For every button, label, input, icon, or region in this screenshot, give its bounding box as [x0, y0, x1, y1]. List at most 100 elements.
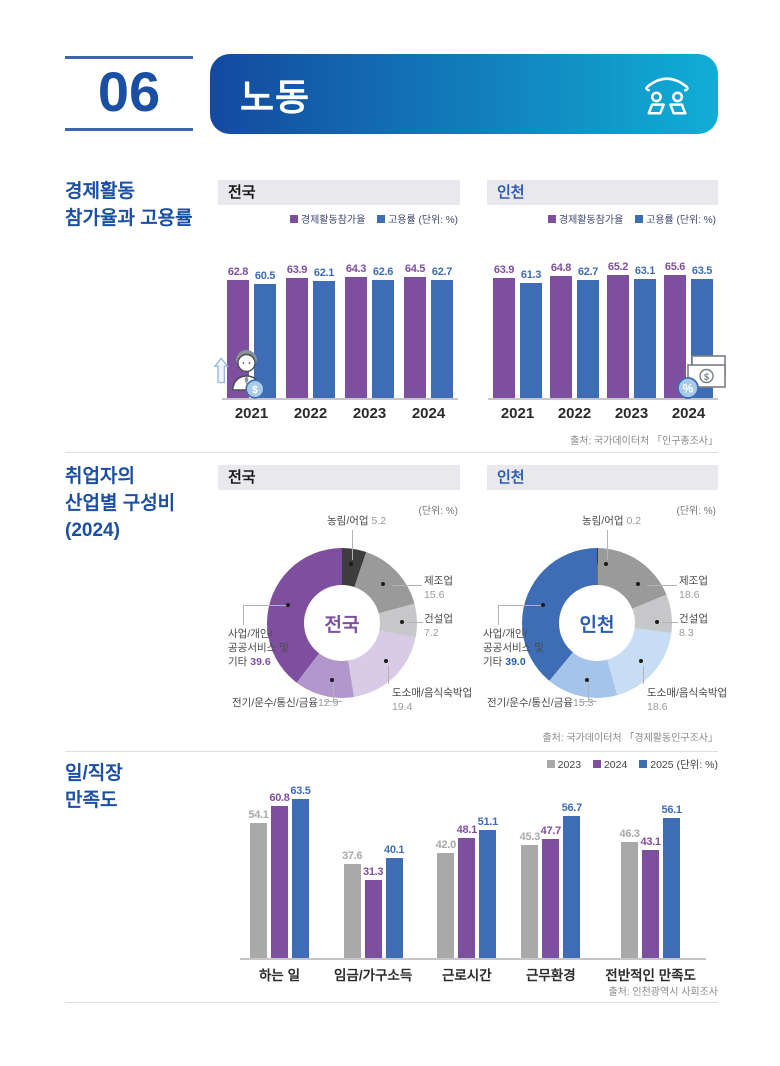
leader-line [407, 622, 423, 623]
label-dot [585, 678, 589, 682]
bar-group: 37.6 31.3 40.1 임금/가구소득 [334, 844, 412, 984]
bar-value-label: 48.1 [456, 823, 478, 836]
category-label: 2023 [614, 405, 649, 422]
x-axis-line [488, 398, 718, 400]
donut-label-retail: 도소매/음식숙박업 18.6 [647, 687, 728, 713]
money-percent-icon: $ % [677, 355, 726, 399]
category-label: 2021 [500, 405, 535, 422]
meeting-icon [645, 77, 689, 115]
chapter-banner: 노동 [210, 54, 718, 134]
bar-chart-national: 62.8 60.5 2021 63.9 62.1 2022 64.3 62.6 2023 64.5… [222, 258, 458, 422]
leader-line [643, 666, 644, 684]
legend-swatch-2023 [546, 760, 555, 769]
label-dot [541, 603, 545, 607]
legend-satisfaction: 2023 2024 2025 (단위: %) [438, 757, 718, 772]
label-dot [381, 582, 385, 586]
bar [607, 275, 629, 398]
donut-label-agriculture: 농림/어업 0.2 [582, 515, 642, 527]
label-dot [636, 582, 640, 586]
page-number-rule-top [65, 56, 193, 59]
bar-value-label: 51.1 [477, 816, 499, 829]
bar-group: 63.9 62.1 2022 [286, 264, 335, 422]
bar-value-label: 62.7 [431, 266, 453, 279]
bar [479, 830, 497, 958]
donut-label-manufacturing: 제조업 15.6 [424, 575, 453, 601]
legend-swatch-participation [547, 215, 556, 224]
bar-group: 54.1 60.8 63.5 하는 일 [248, 785, 311, 984]
category-label: 근로시간 [441, 968, 492, 983]
bar [437, 853, 455, 958]
bar [364, 879, 382, 958]
bar-value-label: 47.7 [540, 824, 562, 837]
donut-label-construction: 건설업 8.3 [679, 613, 708, 639]
bar [372, 280, 394, 398]
category-label: 근무환경 [525, 968, 576, 983]
bar [385, 857, 403, 958]
unit-note-national: (단위: %) [418, 506, 458, 517]
x-axis-line [240, 958, 706, 960]
bar [577, 280, 599, 398]
leader-line [392, 585, 422, 586]
bar-value-label: 65.2 [607, 261, 629, 274]
leader-line [662, 622, 678, 623]
category-label: 2024 [411, 405, 446, 422]
bar-value-label: 64.3 [345, 263, 367, 276]
bar-value-label: 40.1 [384, 843, 405, 856]
donut-center-label: 인천 [559, 585, 635, 661]
section-divider [65, 751, 718, 752]
leader-line [647, 585, 677, 586]
donut-chart-national: 전국 [267, 548, 417, 698]
label-dot [330, 678, 334, 682]
section3-title: 일/직장 만족도 [65, 763, 123, 811]
leader-line [333, 684, 334, 702]
page-number-rule-bottom [65, 128, 193, 131]
bar-value-label: 42.0 [435, 839, 457, 851]
leader-line [352, 530, 353, 560]
source-note-3: 출처: 인천광역시 사회조사 [608, 987, 718, 998]
bar [664, 274, 686, 398]
panel-header-incheon-1: 인천 [487, 180, 718, 205]
panel-header-incheon-2: 인천 [487, 465, 718, 490]
bar-group: 63.9 61.3 2021 [493, 264, 542, 422]
donut-label-retail: 도소매/음식숙박업 19.4 [392, 687, 473, 713]
donut-label-construction: 건설업 7.2 [424, 613, 453, 639]
label-dot [384, 659, 388, 663]
chapter-title: 노동 [240, 77, 311, 118]
label-dot [286, 603, 290, 607]
bar-value-label: 63.9 [493, 263, 515, 276]
panel-header-national-2: 전국 [218, 465, 460, 490]
donut-label-manufacturing: 제조업 18.6 [679, 575, 708, 601]
category-label: 전반적인 만족도 [605, 968, 696, 983]
legend-swatch-participation [289, 215, 298, 224]
bar [542, 838, 560, 958]
donut-center-label: 전국 [304, 585, 380, 661]
bar-group: 65.2 63.1 2023 [607, 261, 656, 422]
bar [250, 822, 267, 958]
bar [520, 282, 542, 398]
leader-line [243, 605, 288, 606]
section1-title: 경제활동 참가율과 고용률 [65, 181, 193, 229]
bar [345, 277, 367, 398]
leader-line [607, 530, 608, 560]
bar-group: 64.3 62.6 2023 [345, 263, 394, 422]
bar-value-label: 31.3 [363, 865, 384, 878]
bar [404, 276, 426, 398]
bar [458, 837, 476, 958]
bar-group: 46.3 43.1 56.1 전반적인 만족도 [605, 804, 696, 984]
bar [550, 276, 572, 398]
legend-national-1: 경제활동참가율 고용률 (단위: %) [218, 211, 458, 226]
section-divider [65, 1002, 718, 1003]
bar [663, 817, 681, 958]
donut-chart-incheon: 인천 [522, 548, 672, 698]
bar-value-label: 43.1 [640, 836, 662, 849]
bar-chart-satisfaction: 54.1 60.8 63.5 하는 일 37.6 31.3 40.1 임금/가구소득 42.0 4… [240, 785, 706, 984]
svg-text:%: % [683, 382, 694, 396]
label-dot [400, 620, 404, 624]
source-note-2: 출처: 국가데이터처 「경제활동인구조사」 [542, 733, 718, 744]
bar-value-label: 46.3 [619, 828, 641, 841]
bar [313, 281, 335, 398]
category-label: 임금/가구소득 [334, 968, 413, 983]
bar-value-label: 60.5 [254, 270, 276, 283]
category-label: 2022 [293, 405, 328, 422]
